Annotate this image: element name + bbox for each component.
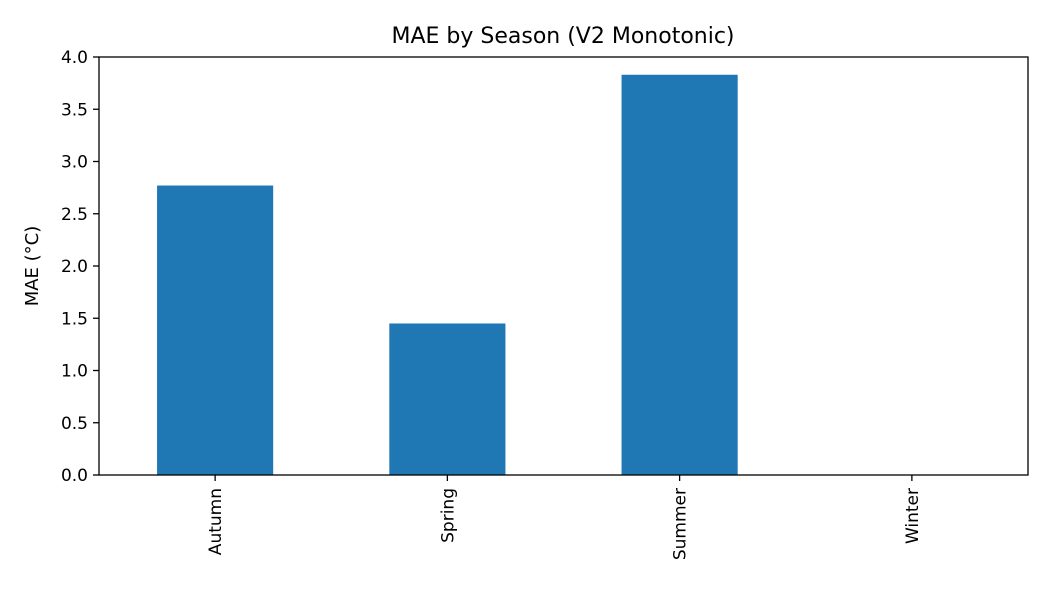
y-axis: 0.0 0.5 1.0 1.5 2.0 2.5 3.0 3.5 4.0 (61, 48, 99, 486)
bar-autumn (157, 185, 274, 475)
y-tick-label: 3.0 (61, 153, 88, 173)
y-tick-label: 3.5 (61, 100, 88, 120)
y-axis-label: MAE (°C) (22, 226, 43, 307)
y-tick-label: 2.5 (61, 205, 88, 225)
plot-frame (98, 56, 1029, 476)
x-tick-label-autumn: Autumn (206, 488, 226, 555)
y-tick-label: 1.0 (61, 362, 88, 382)
x-tick-label-winter: Winter (903, 488, 923, 544)
y-tick-label: 0.0 (61, 466, 88, 486)
bar-spring (389, 323, 506, 475)
y-tick-label: 1.5 (61, 309, 88, 329)
x-axis: Autumn Spring Summer Winter (206, 475, 923, 560)
y-tick-label: 4.0 (61, 48, 88, 68)
x-tick-label-spring: Spring (438, 488, 458, 543)
bars-layer (157, 74, 738, 475)
x-tick-label-summer: Summer (671, 488, 691, 560)
bar-summer (621, 74, 738, 475)
y-tick-label: 2.0 (61, 257, 88, 277)
chart-title: MAE by Season (V2 Monotonic) (391, 24, 734, 49)
y-tick-label: 0.5 (61, 414, 88, 434)
